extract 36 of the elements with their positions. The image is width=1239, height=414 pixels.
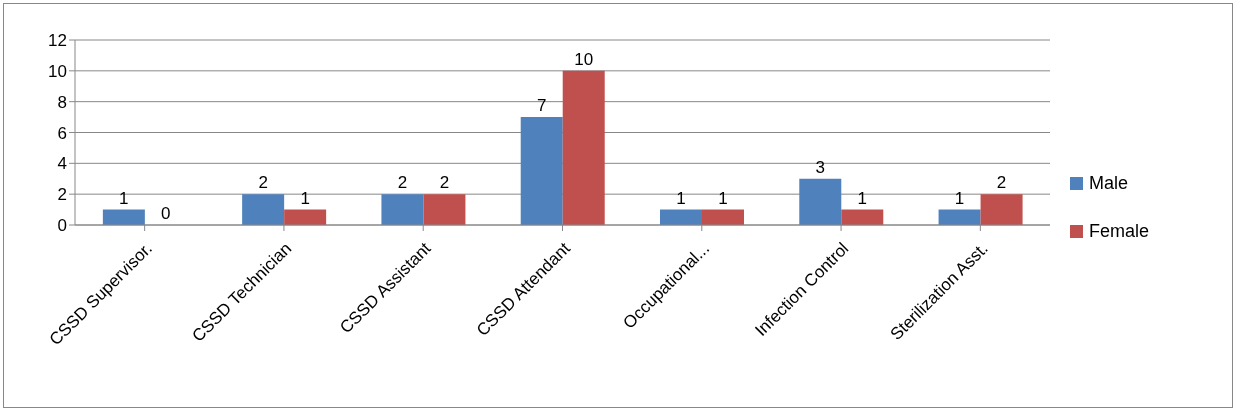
- bar: [284, 209, 327, 225]
- bar: [702, 209, 744, 225]
- data-label: 1: [954, 188, 965, 208]
- y-tick-label: 10: [48, 61, 67, 81]
- bar: [102, 209, 145, 225]
- data-label: 1: [857, 188, 868, 208]
- data-label: 2: [397, 173, 408, 193]
- data-label: 1: [300, 188, 310, 208]
- legend-label: Female: [1089, 220, 1150, 243]
- data-label: 1: [119, 188, 129, 208]
- bar: [980, 194, 1023, 225]
- bar: [520, 117, 563, 225]
- y-tick-label: 8: [57, 92, 67, 112]
- bar: [660, 209, 702, 225]
- data-label: 0: [161, 203, 171, 223]
- bar: [423, 194, 466, 225]
- y-tick-label: 2: [57, 185, 67, 205]
- data-label: 2: [258, 173, 268, 193]
- data-label: 2: [996, 173, 1007, 193]
- data-label: 1: [676, 188, 686, 208]
- data-label: 10: [574, 49, 594, 69]
- data-label: 3: [815, 157, 826, 177]
- bar: [938, 209, 981, 225]
- bar: [562, 70, 605, 225]
- bar: [381, 194, 424, 225]
- bar: [841, 209, 884, 225]
- data-label: 7: [536, 96, 547, 116]
- bar: [242, 194, 285, 225]
- y-tick-label: 4: [57, 154, 67, 174]
- bar: [799, 178, 842, 225]
- legend-label: Male: [1089, 172, 1129, 195]
- data-label: 1: [718, 188, 728, 208]
- y-tick-label: 0: [57, 216, 67, 236]
- data-label: 2: [439, 173, 450, 193]
- y-tick-label: 6: [57, 123, 67, 143]
- y-tick-label: 12: [48, 31, 67, 51]
